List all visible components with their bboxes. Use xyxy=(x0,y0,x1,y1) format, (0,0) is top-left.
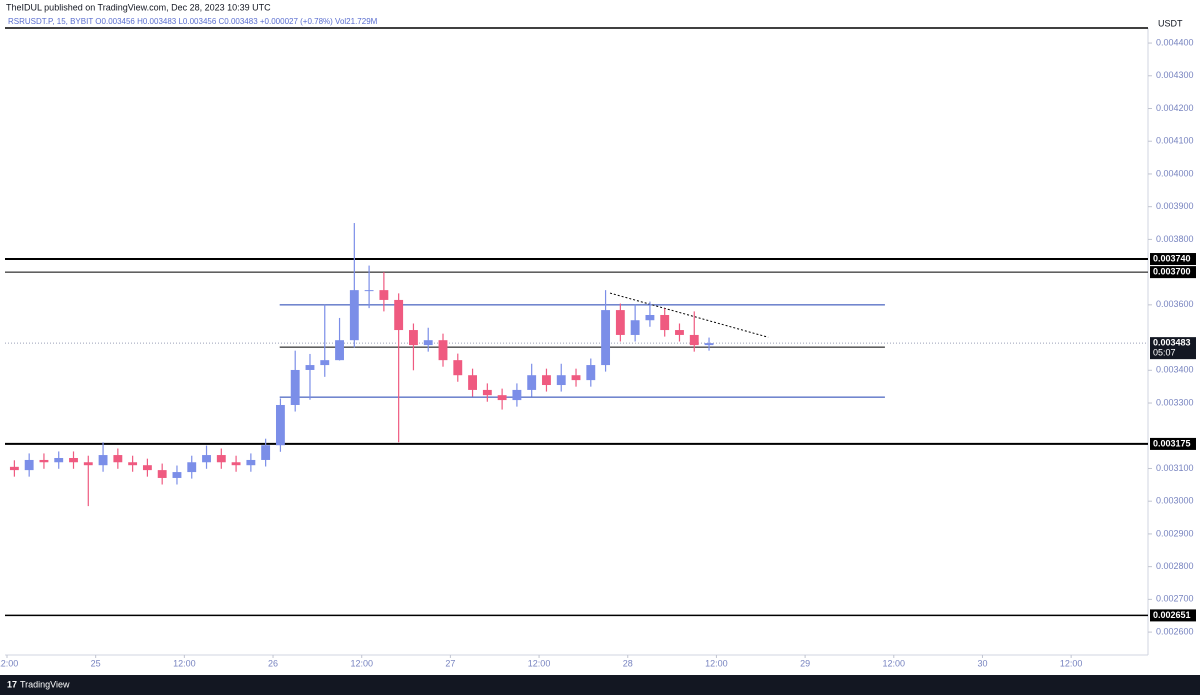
candle-body xyxy=(586,365,596,381)
x-tick-label: 25 xyxy=(91,658,101,668)
candle-body xyxy=(379,290,389,300)
candle-body xyxy=(83,462,93,466)
level-label: 0.003700 xyxy=(1153,266,1191,276)
x-tick-label: 30 xyxy=(977,658,987,668)
candle-body xyxy=(24,459,34,471)
candle-body xyxy=(9,466,19,471)
candle-body xyxy=(320,360,330,366)
candle-body xyxy=(349,290,359,341)
x-tick-label: 26 xyxy=(268,658,278,668)
y-tick-label: 0.002600 xyxy=(1156,626,1194,636)
y-tick-label: 0.003600 xyxy=(1156,299,1194,309)
candle-body xyxy=(216,455,226,463)
candle-body xyxy=(438,340,448,361)
candle-body xyxy=(660,314,670,331)
x-tick-label: 12:00 xyxy=(705,658,728,668)
candle-body xyxy=(556,375,566,386)
candle-body xyxy=(364,290,374,292)
last-price-label: 0.003483 xyxy=(1153,338,1191,348)
x-tick-label: 29 xyxy=(800,658,810,668)
candle-body xyxy=(394,299,404,331)
level-label: 0.003175 xyxy=(1153,438,1191,448)
candle-body xyxy=(187,462,197,473)
y-tick-label: 0.004200 xyxy=(1156,103,1194,113)
x-tick-label: 12:00 xyxy=(0,658,18,668)
candle-body xyxy=(157,470,167,478)
candle-body xyxy=(645,314,655,321)
candle-body xyxy=(98,455,108,466)
candle-body xyxy=(113,455,123,463)
candle-body xyxy=(261,445,271,460)
x-tick-label: 28 xyxy=(623,658,633,668)
candle-body xyxy=(409,330,418,346)
level-label-box xyxy=(1150,609,1196,622)
candle-body xyxy=(542,375,551,386)
x-tick-label: 12:00 xyxy=(883,658,906,668)
footer: TradingView xyxy=(20,679,70,689)
legend: RSRUSDT.P, 15, BYBIT O0.003456 H0.003483… xyxy=(8,17,378,26)
y-tick-label: 0.002900 xyxy=(1156,528,1194,538)
y-tick-label: 0.003900 xyxy=(1156,201,1194,211)
y-tick-label: 0.002800 xyxy=(1156,561,1194,571)
candle-body xyxy=(290,369,300,405)
level-label-box xyxy=(1150,437,1196,450)
candle-body xyxy=(527,375,537,390)
y-tick-label: 0.003400 xyxy=(1156,365,1194,375)
x-tick-label: 12:00 xyxy=(173,658,196,668)
candle-body xyxy=(231,462,241,466)
plot: 0.004400 0.004300 0.004200 0.004100 0.004000… xyxy=(0,37,1196,668)
candle-body xyxy=(704,343,714,346)
level-label-box xyxy=(1150,253,1196,266)
candle-body xyxy=(689,334,699,346)
candle-body xyxy=(512,389,522,401)
x-tick-label: 27 xyxy=(445,658,455,668)
level-label: 0.003740 xyxy=(1153,253,1191,263)
candle-body xyxy=(39,459,49,463)
logo: 17 xyxy=(7,679,17,689)
candle-body xyxy=(675,330,684,335)
trendline xyxy=(609,292,769,338)
level-label: 0.002651 xyxy=(1153,610,1191,620)
x-tick-label: 12:00 xyxy=(528,658,551,668)
candle-body xyxy=(305,365,315,370)
candle-body xyxy=(482,389,492,396)
level-label-box xyxy=(1150,266,1196,279)
candle-body xyxy=(453,360,463,376)
y-tick-label: 0.003000 xyxy=(1156,496,1194,506)
candle-body xyxy=(246,459,256,466)
candle-body xyxy=(615,310,625,335)
y-tick-label: 0.003300 xyxy=(1156,397,1194,407)
last-price-box xyxy=(1150,337,1196,360)
candle-body xyxy=(172,472,182,478)
header: TheIDUL published on TradingView.com, De… xyxy=(6,2,271,12)
y-tick-label: 0.003800 xyxy=(1156,234,1194,244)
footer-bar xyxy=(0,675,1200,695)
candle-body xyxy=(468,375,477,390)
candle-body xyxy=(54,457,64,463)
y-tick-label: 0.004100 xyxy=(1156,136,1194,146)
candle-body xyxy=(275,404,285,446)
candle-body xyxy=(601,310,611,366)
candle-body xyxy=(128,462,138,466)
candle-body xyxy=(142,465,152,471)
y-tick-label: 0.002700 xyxy=(1156,594,1194,604)
candle-body xyxy=(423,340,433,346)
y-tick-label: 0.003100 xyxy=(1156,463,1194,473)
candle-body xyxy=(630,320,640,335)
y-tick-label: 0.004300 xyxy=(1156,70,1194,80)
candle-body xyxy=(69,457,78,463)
candle-body xyxy=(335,340,344,361)
candle-body xyxy=(571,375,581,381)
y-tick-label: 0.004400 xyxy=(1156,37,1194,47)
currency: USDT xyxy=(1158,18,1183,28)
candle-body xyxy=(202,455,211,463)
y-tick-label: 0.004000 xyxy=(1156,168,1194,178)
x-tick-label: 12:00 xyxy=(350,658,373,668)
countdown: 05:07 xyxy=(1153,348,1176,358)
candle-body xyxy=(497,395,507,401)
x-tick-label: 12:00 xyxy=(1060,658,1083,668)
